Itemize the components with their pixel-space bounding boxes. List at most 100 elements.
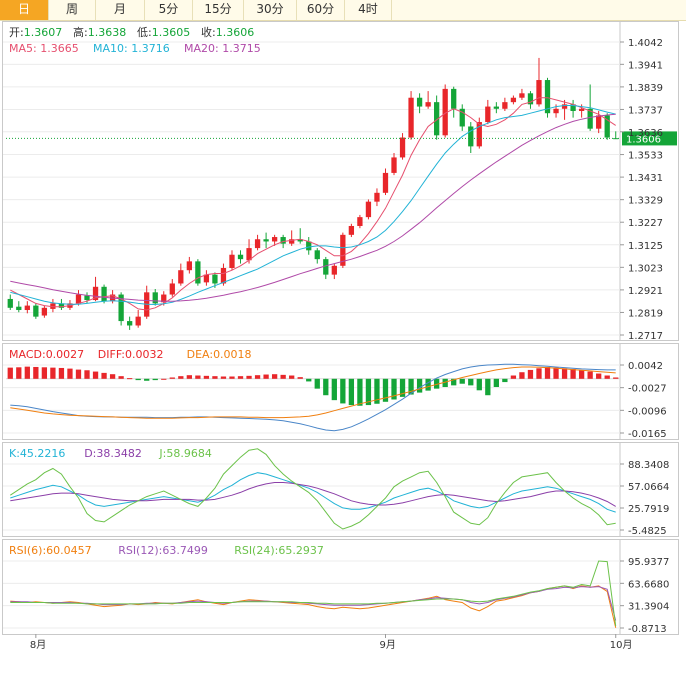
macd-bar: [493, 378, 499, 388]
tab-2[interactable]: 月: [96, 0, 145, 20]
macd-bar: [587, 371, 593, 379]
legend-value: 63.7499: [162, 544, 208, 557]
candle-body: [263, 239, 269, 242]
macd-bar: [468, 378, 474, 386]
macd-panel-frame: [2, 343, 679, 440]
legend-name: DIFF:: [98, 348, 125, 361]
macd-bar: [220, 376, 227, 379]
chart-canvas: 1.3606 1.40421.39411.38391.37371.36361.3…: [2, 21, 679, 651]
tab-7[interactable]: 4时: [345, 0, 392, 20]
macd-bar: [374, 378, 380, 404]
tab-6[interactable]: 60分: [297, 0, 345, 20]
candle-body: [306, 241, 312, 251]
legend-value: 60.0457: [46, 544, 92, 557]
macd-bar: [408, 378, 414, 395]
macd-bar: [178, 376, 184, 379]
candle-body: [459, 108, 465, 127]
tab-0[interactable]: 日: [0, 0, 49, 20]
macd-bar: [75, 369, 82, 379]
candle-body: [58, 303, 65, 308]
ma-value: 1.3715: [219, 42, 261, 55]
candle-body: [468, 126, 474, 147]
y-tick-label: 31.3904: [628, 602, 669, 613]
macd-bar: [135, 378, 141, 381]
candle-body: [127, 321, 133, 326]
macd-bar: [212, 376, 218, 379]
candle-body: [544, 80, 551, 114]
macd-bar: [416, 378, 423, 393]
candle-body: [33, 305, 39, 317]
macd-bar: [92, 371, 99, 379]
y-tick-label: 1.3839: [628, 83, 663, 94]
candle-body: [220, 267, 227, 284]
macd-bar: [33, 366, 39, 379]
tab-4[interactable]: 15分: [193, 0, 244, 20]
macd-bar: [434, 378, 440, 389]
kdj-panel-frame: [2, 442, 679, 537]
candle-body: [24, 305, 30, 311]
y-tick-label: 1.3431: [628, 173, 663, 184]
macd-bar: [459, 378, 465, 384]
legend-entry: K:45.2216: [9, 447, 65, 460]
macd-bar: [485, 378, 491, 396]
y-tick-label: 1.3941: [628, 60, 663, 71]
candle-body: [442, 88, 448, 136]
tab-1[interactable]: 周: [49, 0, 96, 20]
candle-body: [570, 104, 576, 111]
candle-body: [246, 248, 252, 261]
ma-legend-entry: MA20: 1.3715: [184, 42, 261, 55]
macd-bar: [58, 367, 65, 379]
macd-bar: [24, 366, 30, 379]
y-tick-label: -0.0096: [628, 406, 667, 417]
y-tick-label: 1.3636: [628, 128, 663, 139]
candle-body: [365, 201, 372, 218]
y-tick-label: 1.2921: [628, 286, 663, 297]
macd-bar: [314, 378, 320, 389]
ohlc-entry: 高:1.3638: [73, 25, 126, 39]
legend-name: RSI(6):: [9, 544, 46, 557]
candle-body: [92, 286, 99, 301]
ma-value: 1.3716: [128, 42, 170, 55]
macd-bar: [613, 377, 619, 379]
macd-bar: [561, 368, 568, 379]
tab-3[interactable]: 5分: [145, 0, 193, 20]
legend-entry: DIFF:0.0032: [98, 348, 164, 361]
ma-legend: MA5: 1.3665 MA10: 1.3716 MA20: 1.3715: [9, 42, 261, 55]
tab-5[interactable]: 30分: [244, 0, 297, 20]
legend-value: 38.3482: [96, 447, 142, 460]
y-tick-label: 95.9377: [628, 557, 669, 568]
macd-bar: [425, 378, 431, 391]
candle-body: [118, 294, 124, 322]
macd-bar: [365, 378, 372, 406]
macd-bar: [502, 378, 508, 383]
candle-body: [399, 137, 406, 158]
legend-name: J:: [158, 447, 166, 460]
ma-name: MA5:: [9, 42, 37, 55]
candle-body: [75, 294, 82, 304]
candle-panel-frame: [2, 21, 679, 341]
candle-body: [237, 254, 244, 260]
ma-name: MA10:: [93, 42, 128, 55]
candle-body: [536, 80, 542, 105]
legend-entry: MACD:0.0027: [9, 348, 84, 361]
ohlc-label: 开:: [9, 26, 24, 39]
candle-body: [348, 225, 355, 235]
y-tick-label: 1.3023: [628, 263, 663, 274]
ma10-line: [10, 105, 616, 306]
j-line: [10, 448, 616, 530]
candle-body: [101, 286, 107, 302]
y-tick-label: 1.2717: [628, 331, 663, 342]
candle-body: [527, 93, 534, 105]
macd-bar: [237, 376, 244, 379]
ma5-line: [10, 97, 616, 311]
candle-body: [357, 217, 363, 226]
candle-body: [596, 115, 602, 129]
x-tick-label: 8月: [30, 639, 46, 651]
macd-bar: [306, 378, 312, 382]
macd-bar: [382, 378, 389, 402]
candle-body: [135, 316, 141, 326]
ma20-line: [10, 113, 616, 302]
ma-value: 1.3665: [37, 42, 79, 55]
current-price-tag: [622, 131, 677, 146]
legend-entry: D:38.3482: [84, 447, 142, 460]
